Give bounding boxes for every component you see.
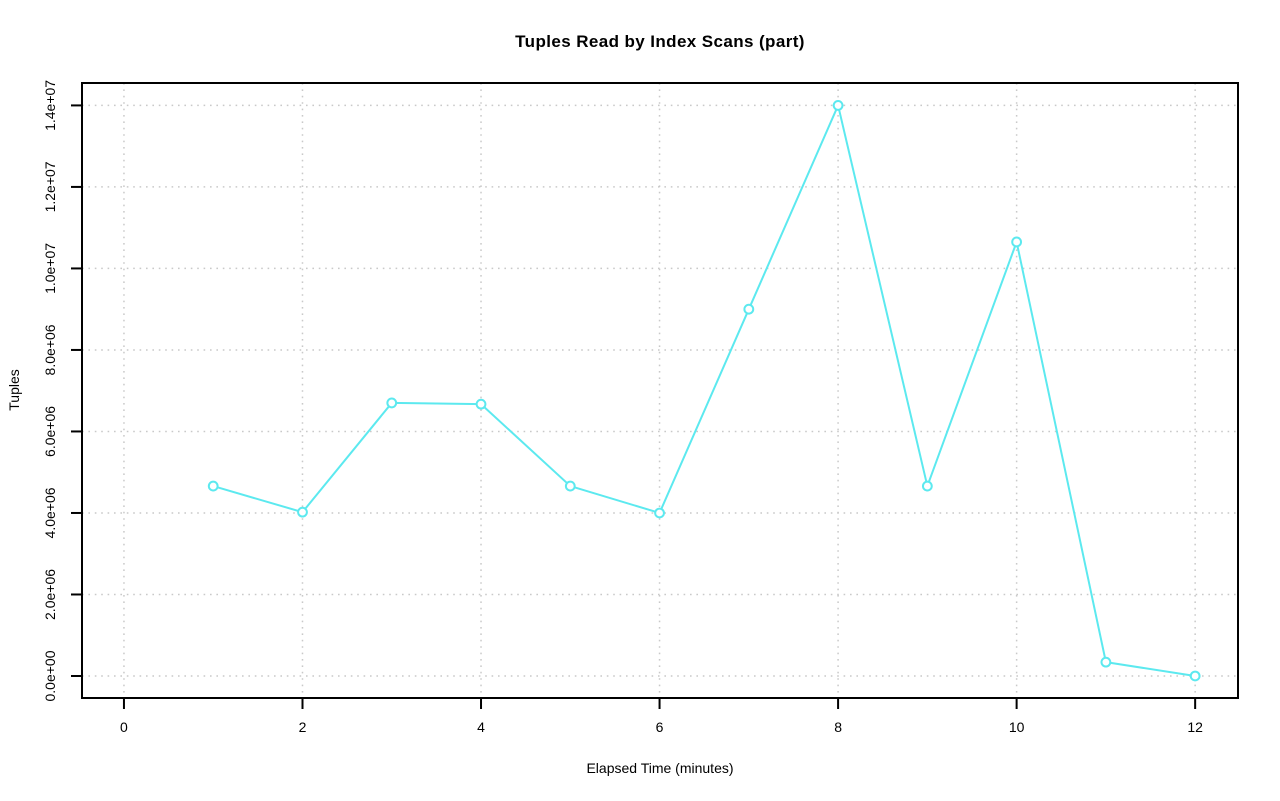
y-tick-label: 8.0e+06 <box>42 324 58 375</box>
x-tick-label: 10 <box>1009 719 1025 735</box>
x-tick-label: 8 <box>834 719 842 735</box>
data-point-marker <box>297 506 308 518</box>
y-tick-label: 1.4e+07 <box>42 80 58 131</box>
data-point-marker <box>564 480 576 492</box>
data-series <box>207 100 1201 682</box>
y-tick-label: 1.2e+07 <box>42 161 58 212</box>
x-axis-title: Elapsed Time (minutes) <box>586 760 733 776</box>
y-tick-label: 4.0e+06 <box>42 487 58 538</box>
y-axis-title: Tuples <box>6 369 22 411</box>
x-tick-label: 12 <box>1187 719 1203 735</box>
data-point-marker <box>1189 670 1201 682</box>
data-line <box>212 104 1197 677</box>
x-tick-labels: 0 2 4 6 8 10 12 <box>120 719 1203 735</box>
y-tick-labels: 0.0e+00 2.0e+06 4.0e+06 6.0e+06 8.0e+06 1.0e+… <box>42 80 58 702</box>
data-point-marker <box>743 303 755 315</box>
data-point-marker <box>1100 656 1112 668</box>
data-point-marker <box>386 397 398 409</box>
y-tick-label: 0.0e+00 <box>42 650 58 701</box>
x-tick-label: 6 <box>656 719 664 735</box>
data-point-marker <box>1011 236 1023 248</box>
x-tick-label: 2 <box>299 719 307 735</box>
data-point-marker <box>654 507 665 519</box>
data-point-marker <box>475 398 487 410</box>
data-point-marker <box>207 480 219 492</box>
gridlines <box>82 83 1238 698</box>
x-tick-label: 0 <box>120 719 128 735</box>
y-tick-label: 6.0e+06 <box>42 406 58 457</box>
y-tick-label: 1.0e+07 <box>42 243 58 294</box>
axis-ticks <box>71 104 1197 709</box>
chart-title: Tuples Read by Index Scans (part) <box>515 32 805 51</box>
data-point-marker <box>921 480 933 492</box>
data-point-marker <box>832 100 844 111</box>
y-tick-label: 2.0e+06 <box>42 569 58 620</box>
x-tick-label: 4 <box>477 719 485 735</box>
plot-border <box>81 82 1239 699</box>
